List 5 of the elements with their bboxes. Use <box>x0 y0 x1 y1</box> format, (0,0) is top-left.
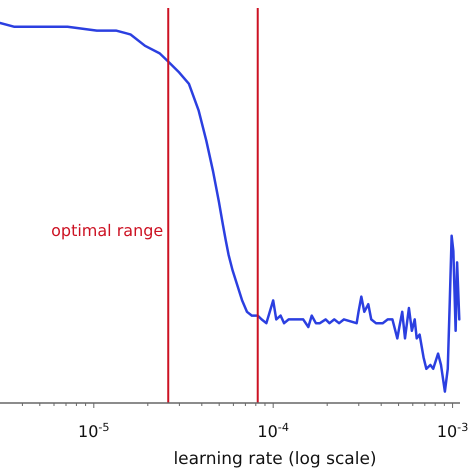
ref-line-label: optimal range <box>51 221 164 240</box>
x-tick-label: 10$^{-3}$ <box>436 420 468 441</box>
x-axis-title: learning rate (log scale) <box>173 449 377 469</box>
x-tick-label: 10$^{-4}$ <box>257 420 289 441</box>
x-tick-label: 10$^{-5}$ <box>78 420 110 441</box>
